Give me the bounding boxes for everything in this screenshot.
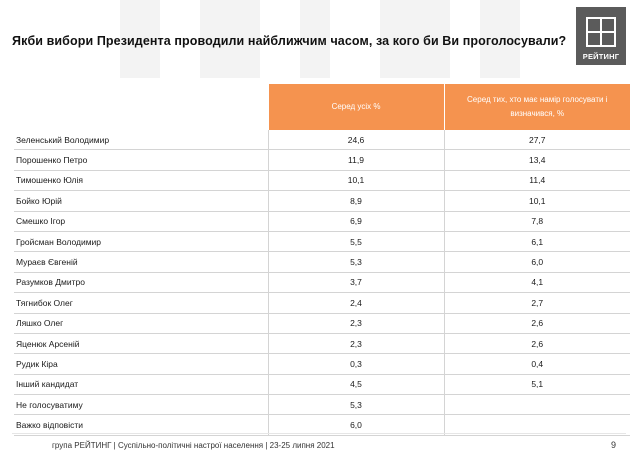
value-decided: 13,4 bbox=[443, 149, 630, 171]
value-all: 5,5 bbox=[267, 231, 444, 253]
results-table: Серед усіх % Серед тих, хто має намір го… bbox=[14, 84, 630, 436]
header-blank-cell bbox=[14, 84, 268, 130]
candidate-name: Важко відповісти bbox=[14, 414, 268, 436]
value-decided: 27,7 bbox=[443, 130, 630, 151]
value-decided bbox=[443, 394, 630, 416]
page-number: 9 bbox=[610, 440, 616, 450]
candidate-name: Бойко Юрій bbox=[14, 190, 268, 212]
value-decided: 6,1 bbox=[443, 231, 630, 253]
table-row: Порошенко Петро 11,9 13,4 bbox=[14, 149, 630, 171]
logo-mark-icon bbox=[586, 17, 616, 47]
value-decided: 5,1 bbox=[443, 374, 630, 396]
footer-text: група РЕЙТИНГ | Суспільно-політичні наст… bbox=[52, 441, 335, 450]
candidate-name: Тимошенко Юлія bbox=[14, 170, 268, 192]
table-row: Тимошенко Юлія 10,1 11,4 bbox=[14, 170, 630, 192]
rating-logo: РЕЙТИНГ bbox=[576, 7, 626, 65]
value-all: 2,3 bbox=[267, 313, 444, 334]
value-decided: 4,1 bbox=[443, 272, 630, 294]
table-row: Не голосуватиму 5,3 bbox=[14, 394, 630, 416]
value-decided: 2,6 bbox=[443, 333, 630, 355]
value-all: 4,5 bbox=[267, 374, 444, 396]
value-all: 24,6 bbox=[267, 130, 444, 151]
value-all: 8,9 bbox=[267, 190, 444, 212]
table-row: Зеленський Володимир 24,6 27,7 bbox=[14, 130, 630, 151]
value-all: 10,1 bbox=[267, 170, 444, 192]
value-decided: 11,4 bbox=[443, 170, 630, 192]
candidate-name: Мураєв Євгеній bbox=[14, 251, 268, 273]
value-decided: 2,6 bbox=[443, 313, 630, 334]
candidate-name: Зеленський Володимир bbox=[14, 130, 268, 151]
table-row: Разумков Дмитро 3,7 4,1 bbox=[14, 272, 630, 294]
candidate-name: Тягнибок Олег bbox=[14, 292, 268, 314]
table-row: Яценюк Арсеній 2,3 2,6 bbox=[14, 333, 630, 355]
value-decided: 7,8 bbox=[443, 211, 630, 232]
header-all: Серед усіх % bbox=[267, 84, 444, 130]
logo-text: РЕЙТИНГ bbox=[582, 52, 620, 61]
value-decided: 2,7 bbox=[443, 292, 630, 314]
value-decided: 10,1 bbox=[443, 190, 630, 212]
candidate-name: Порошенко Петро bbox=[14, 149, 268, 171]
candidate-name: Разумков Дмитро bbox=[14, 272, 268, 294]
value-decided bbox=[443, 414, 630, 436]
table-row: Мураєв Євгеній 5,3 6,0 bbox=[14, 251, 630, 273]
value-all: 6,0 bbox=[267, 414, 444, 436]
candidate-name: Не голосуватиму bbox=[14, 394, 268, 416]
table-row: Тягнибок Олег 2,4 2,7 bbox=[14, 292, 630, 314]
value-all: 5,3 bbox=[267, 251, 444, 273]
candidate-name: Рудик Кіра bbox=[14, 353, 268, 375]
footer: група РЕЙТИНГ | Суспільно-політичні наст… bbox=[12, 433, 626, 450]
value-all: 3,7 bbox=[267, 272, 444, 294]
table-row: Рудик Кіра 0,3 0,4 bbox=[14, 353, 630, 375]
value-decided: 0,4 bbox=[443, 353, 630, 375]
value-all: 11,9 bbox=[267, 149, 444, 171]
table-row: Ляшко Олег 2,3 2,6 bbox=[14, 313, 630, 334]
table-row: Гройсман Володимир 5,5 6,1 bbox=[14, 231, 630, 253]
header-background bbox=[0, 0, 638, 78]
table-header-row: Серед усіх % Серед тих, хто має намір го… bbox=[14, 84, 630, 130]
value-all: 5,3 bbox=[267, 394, 444, 416]
value-decided: 6,0 bbox=[443, 251, 630, 273]
page-title: Якби вибори Президента проводили найближ… bbox=[12, 34, 567, 48]
header-decided: Серед тих, хто має намір голосувати і ви… bbox=[443, 84, 630, 130]
value-all: 2,4 bbox=[267, 292, 444, 314]
table-row: Бойко Юрій 8,9 10,1 bbox=[14, 190, 630, 212]
candidate-name: Інший кандидат bbox=[14, 374, 268, 396]
candidate-name: Смешко Ігор bbox=[14, 211, 268, 232]
value-all: 6,9 bbox=[267, 211, 444, 232]
candidate-name: Гройсман Володимир bbox=[14, 231, 268, 253]
table-row: Смешко Ігор 6,9 7,8 bbox=[14, 211, 630, 232]
value-all: 2,3 bbox=[267, 333, 444, 355]
candidate-name: Ляшко Олег bbox=[14, 313, 268, 334]
table-row: Важко відповісти 6,0 bbox=[14, 414, 630, 436]
candidate-name: Яценюк Арсеній bbox=[14, 333, 268, 355]
value-all: 0,3 bbox=[267, 353, 444, 375]
table-row: Інший кандидат 4,5 5,1 bbox=[14, 374, 630, 396]
